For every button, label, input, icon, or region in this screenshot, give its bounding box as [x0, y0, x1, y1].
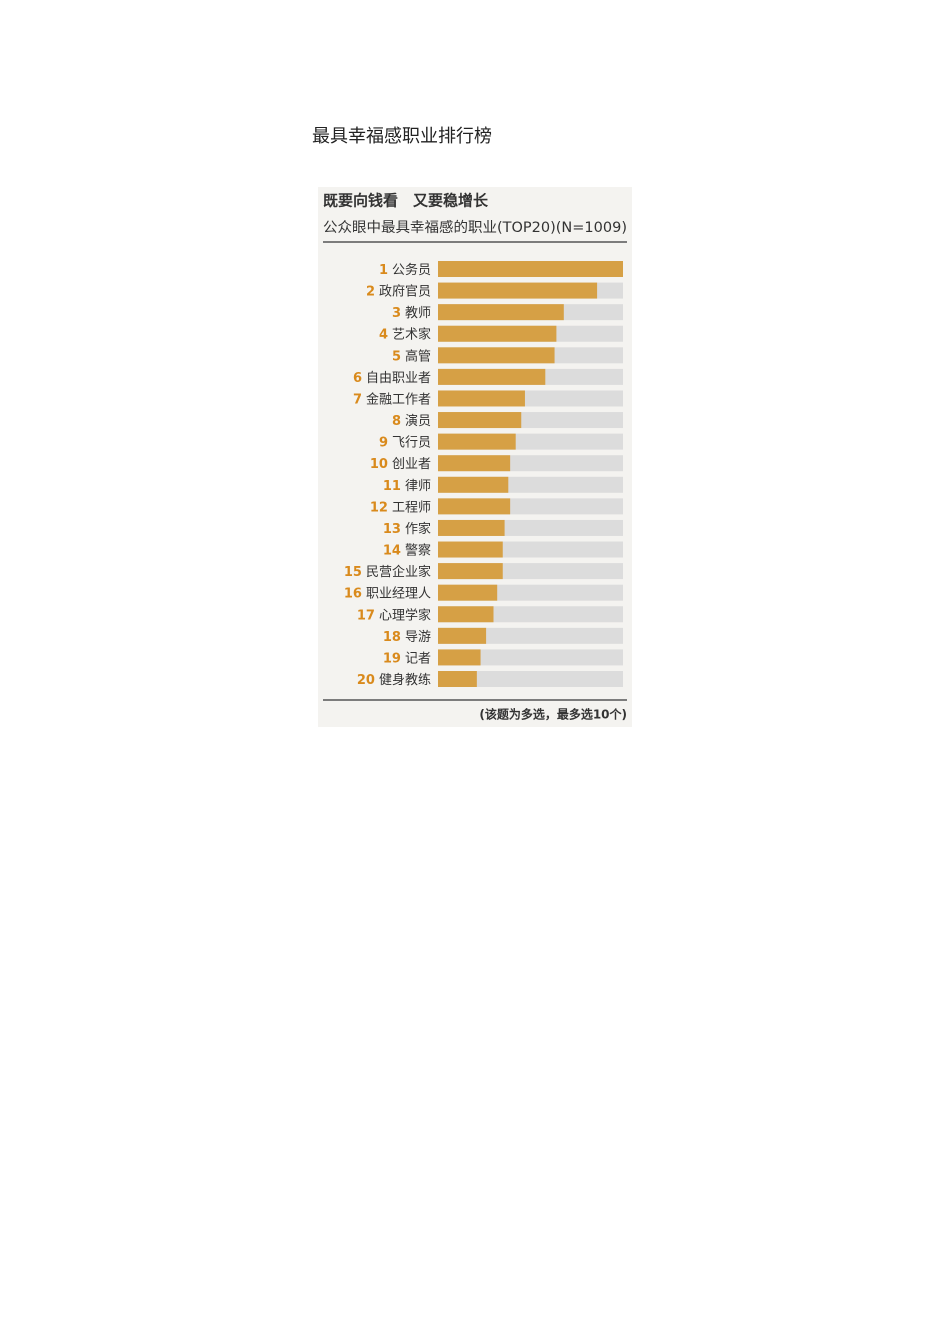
rank: 19	[383, 651, 401, 666]
row-label: 18 导游	[383, 629, 431, 644]
category-label: 律师	[405, 478, 431, 493]
rank: 18	[383, 629, 401, 644]
category-label: 高管	[405, 348, 431, 364]
bar	[438, 455, 511, 472]
category-label: 公务员	[392, 262, 431, 278]
bar	[438, 368, 546, 385]
rank: 7	[353, 392, 362, 407]
category-label: 工程师	[392, 500, 431, 515]
rank: 5	[392, 349, 401, 364]
row-label: 5 高管	[392, 348, 431, 364]
rank: 6	[353, 370, 362, 385]
row-label: 15 民营企业家	[344, 564, 431, 580]
row-label: 7 金融工作者	[353, 391, 431, 407]
chart-title: 既要向钱看 又要稳增长	[323, 192, 489, 210]
rank: 16	[344, 586, 362, 601]
row-label: 11 律师	[383, 478, 431, 493]
rank: 17	[357, 608, 375, 623]
bar	[438, 325, 557, 342]
rank: 13	[383, 521, 401, 536]
category-label: 民营企业家	[366, 564, 431, 580]
category-label: 作家	[405, 520, 431, 536]
chart-note: (该题为多选，最多选10个)	[479, 707, 627, 722]
row-label: 1 公务员	[379, 262, 431, 278]
rank: 11	[383, 478, 401, 493]
row-label: 16 职业经理人	[344, 586, 431, 601]
bar	[438, 563, 503, 580]
bar	[438, 519, 505, 536]
rank: 10	[370, 457, 388, 472]
row-label: 20 健身教练	[357, 672, 431, 688]
category-label: 政府官员	[379, 283, 431, 299]
category-label: 心理学家	[379, 607, 431, 623]
bar	[438, 390, 525, 407]
row-label: 9 飞行员	[379, 435, 431, 450]
rank: 12	[370, 500, 388, 515]
bar	[438, 412, 522, 429]
rank: 3	[392, 306, 401, 321]
bar	[438, 606, 494, 623]
category-label: 警察	[405, 542, 431, 558]
rank: 4	[379, 327, 388, 342]
bar	[438, 347, 555, 364]
row-label: 8 演员	[392, 413, 431, 429]
rank: 1	[379, 263, 388, 278]
bar	[438, 282, 598, 299]
row-label: 6 自由职业者	[353, 370, 431, 385]
bar	[438, 261, 623, 277]
chart-subtitle: 公众眼中最具幸福感的职业(TOP20)(N=1009)	[323, 219, 627, 236]
bar	[438, 627, 487, 644]
bar	[438, 584, 498, 601]
bar	[438, 304, 564, 321]
bar	[438, 671, 477, 687]
bar	[438, 476, 509, 493]
category-label: 职业经理人	[366, 586, 431, 601]
category-label: 创业者	[392, 457, 431, 472]
row-label: 13 作家	[383, 520, 431, 536]
bar	[438, 649, 481, 666]
row-label: 17 心理学家	[357, 607, 431, 623]
bar	[438, 433, 516, 450]
row-label: 12 工程师	[370, 500, 431, 515]
row-label: 4 艺术家	[379, 326, 431, 342]
bar-track	[438, 671, 623, 687]
category-label: 导游	[405, 629, 431, 644]
rank: 20	[357, 673, 375, 688]
rank: 15	[344, 565, 362, 580]
category-label: 演员	[405, 413, 431, 429]
category-label: 记者	[405, 651, 431, 666]
category-label: 金融工作者	[366, 391, 431, 407]
category-label: 飞行员	[392, 435, 431, 450]
bar	[438, 498, 511, 515]
row-label: 2 政府官员	[366, 283, 431, 299]
row-label: 19 记者	[383, 651, 431, 666]
category-label: 健身教练	[379, 672, 431, 688]
category-label: 教师	[405, 305, 431, 321]
rank: 8	[392, 414, 401, 429]
category-label: 自由职业者	[366, 370, 431, 385]
rank: 2	[366, 284, 375, 299]
row-label: 3 教师	[392, 305, 431, 321]
row-label: 14 警察	[383, 542, 431, 558]
document-title: 最具幸福感职业排行榜	[312, 126, 492, 147]
category-label: 艺术家	[392, 326, 431, 342]
rank: 14	[383, 543, 401, 558]
row-label: 10 创业者	[370, 457, 431, 472]
bar-track	[438, 649, 623, 666]
bar	[438, 541, 503, 558]
rank: 9	[379, 435, 388, 450]
